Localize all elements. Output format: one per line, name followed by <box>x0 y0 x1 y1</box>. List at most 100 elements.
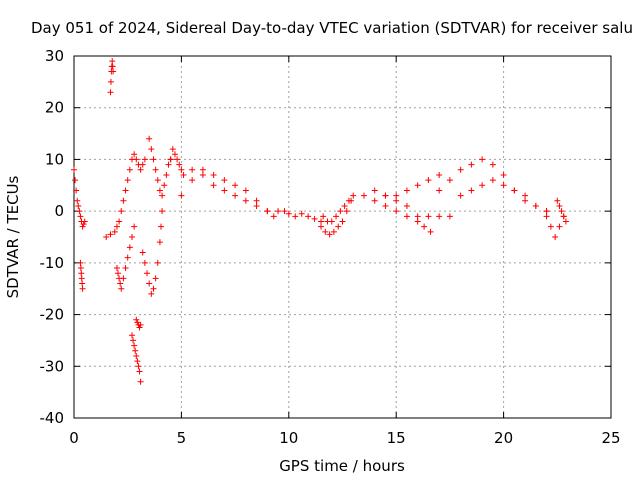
data-point <box>210 182 217 189</box>
data-point <box>122 187 129 194</box>
data-point <box>427 228 434 235</box>
series-arc-6 <box>128 332 144 385</box>
data-point <box>446 213 453 220</box>
data-point <box>178 192 185 199</box>
data-point <box>124 177 131 184</box>
series-arc-17 <box>371 171 443 204</box>
data-point <box>532 202 539 209</box>
data-point <box>77 259 84 266</box>
data-point <box>156 239 163 246</box>
data-point <box>152 166 159 173</box>
x-tick-label: 15 <box>387 429 406 447</box>
data-point <box>281 208 288 215</box>
data-point <box>120 275 127 282</box>
data-point <box>468 187 475 194</box>
data-point <box>318 218 325 225</box>
data-point <box>393 192 400 199</box>
data-point <box>178 166 185 173</box>
data-point <box>360 192 367 199</box>
data-point <box>511 187 518 194</box>
y-tick-label: 10 <box>45 150 64 168</box>
data-point <box>232 182 239 189</box>
data-point <box>78 275 85 282</box>
data-point <box>180 171 187 178</box>
data-point <box>479 156 486 163</box>
data-point <box>556 223 563 230</box>
data-point <box>221 177 228 184</box>
data-point <box>382 192 389 199</box>
y-tick-label: -40 <box>40 409 65 427</box>
data-point <box>554 197 561 204</box>
data-point <box>118 285 125 292</box>
data-point <box>113 223 120 230</box>
data-point <box>103 234 110 240</box>
data-point <box>137 166 144 173</box>
data-point <box>74 197 81 204</box>
data-point <box>189 177 196 184</box>
series-arc-4 <box>103 151 148 240</box>
data-point <box>335 223 342 230</box>
data-point <box>111 228 118 235</box>
data-point <box>139 161 146 168</box>
data-point <box>436 187 443 194</box>
data-point <box>199 166 206 173</box>
x-tick-labels: 0 5 10 15 20 25 <box>69 429 620 447</box>
data-point <box>270 213 277 220</box>
data-point <box>81 218 88 225</box>
data-point <box>318 223 325 230</box>
data-point <box>556 202 563 209</box>
data-point <box>146 280 153 287</box>
series-arc-14 <box>318 192 357 238</box>
series-arc-11 <box>178 171 277 220</box>
data-point <box>75 202 82 209</box>
data-point <box>425 213 432 220</box>
data-point <box>131 342 138 349</box>
data-point <box>159 192 166 199</box>
data-point <box>425 177 432 184</box>
data-point <box>135 363 142 370</box>
grid <box>74 56 611 418</box>
data-point <box>343 208 350 215</box>
data-point <box>107 78 114 85</box>
data-point <box>165 161 172 168</box>
data-point <box>333 213 340 220</box>
data-point <box>393 197 400 204</box>
x-tick-label: 10 <box>279 429 298 447</box>
data-point <box>350 192 357 199</box>
data-point <box>242 197 249 204</box>
data-point <box>118 208 125 215</box>
data-point <box>150 156 157 163</box>
data-point <box>109 58 116 65</box>
y-axis-label: SDTVAR / TECUs <box>4 175 22 298</box>
data-point <box>562 218 569 225</box>
data-point <box>144 270 151 277</box>
x-axis-label: GPS time / hours <box>279 457 405 475</box>
data-point <box>141 156 148 163</box>
data-point <box>128 332 135 339</box>
data-point <box>131 151 138 158</box>
data-point <box>275 208 282 215</box>
data-point <box>150 285 157 292</box>
y-tick-labels: -40 -30 -20 -10 0 10 20 30 <box>40 47 65 427</box>
series-arc-5 <box>113 223 138 292</box>
data-point <box>154 259 161 266</box>
data-point <box>560 213 567 220</box>
data-point <box>148 290 155 297</box>
data-point <box>154 177 161 184</box>
data-point <box>136 368 143 375</box>
data-point <box>152 275 159 282</box>
data-point <box>421 223 428 230</box>
data-point <box>393 208 400 215</box>
data-point <box>522 197 529 204</box>
data-point <box>110 68 117 75</box>
data-point <box>305 213 312 220</box>
series-arc-10 <box>167 146 187 178</box>
series-arc-3 <box>107 58 117 96</box>
data-point <box>107 231 114 238</box>
data-point <box>77 213 84 220</box>
y-tick-label: -20 <box>40 306 65 324</box>
data-point <box>120 197 127 204</box>
data-point <box>133 156 140 163</box>
data-point <box>414 213 421 220</box>
data-point <box>136 324 143 331</box>
